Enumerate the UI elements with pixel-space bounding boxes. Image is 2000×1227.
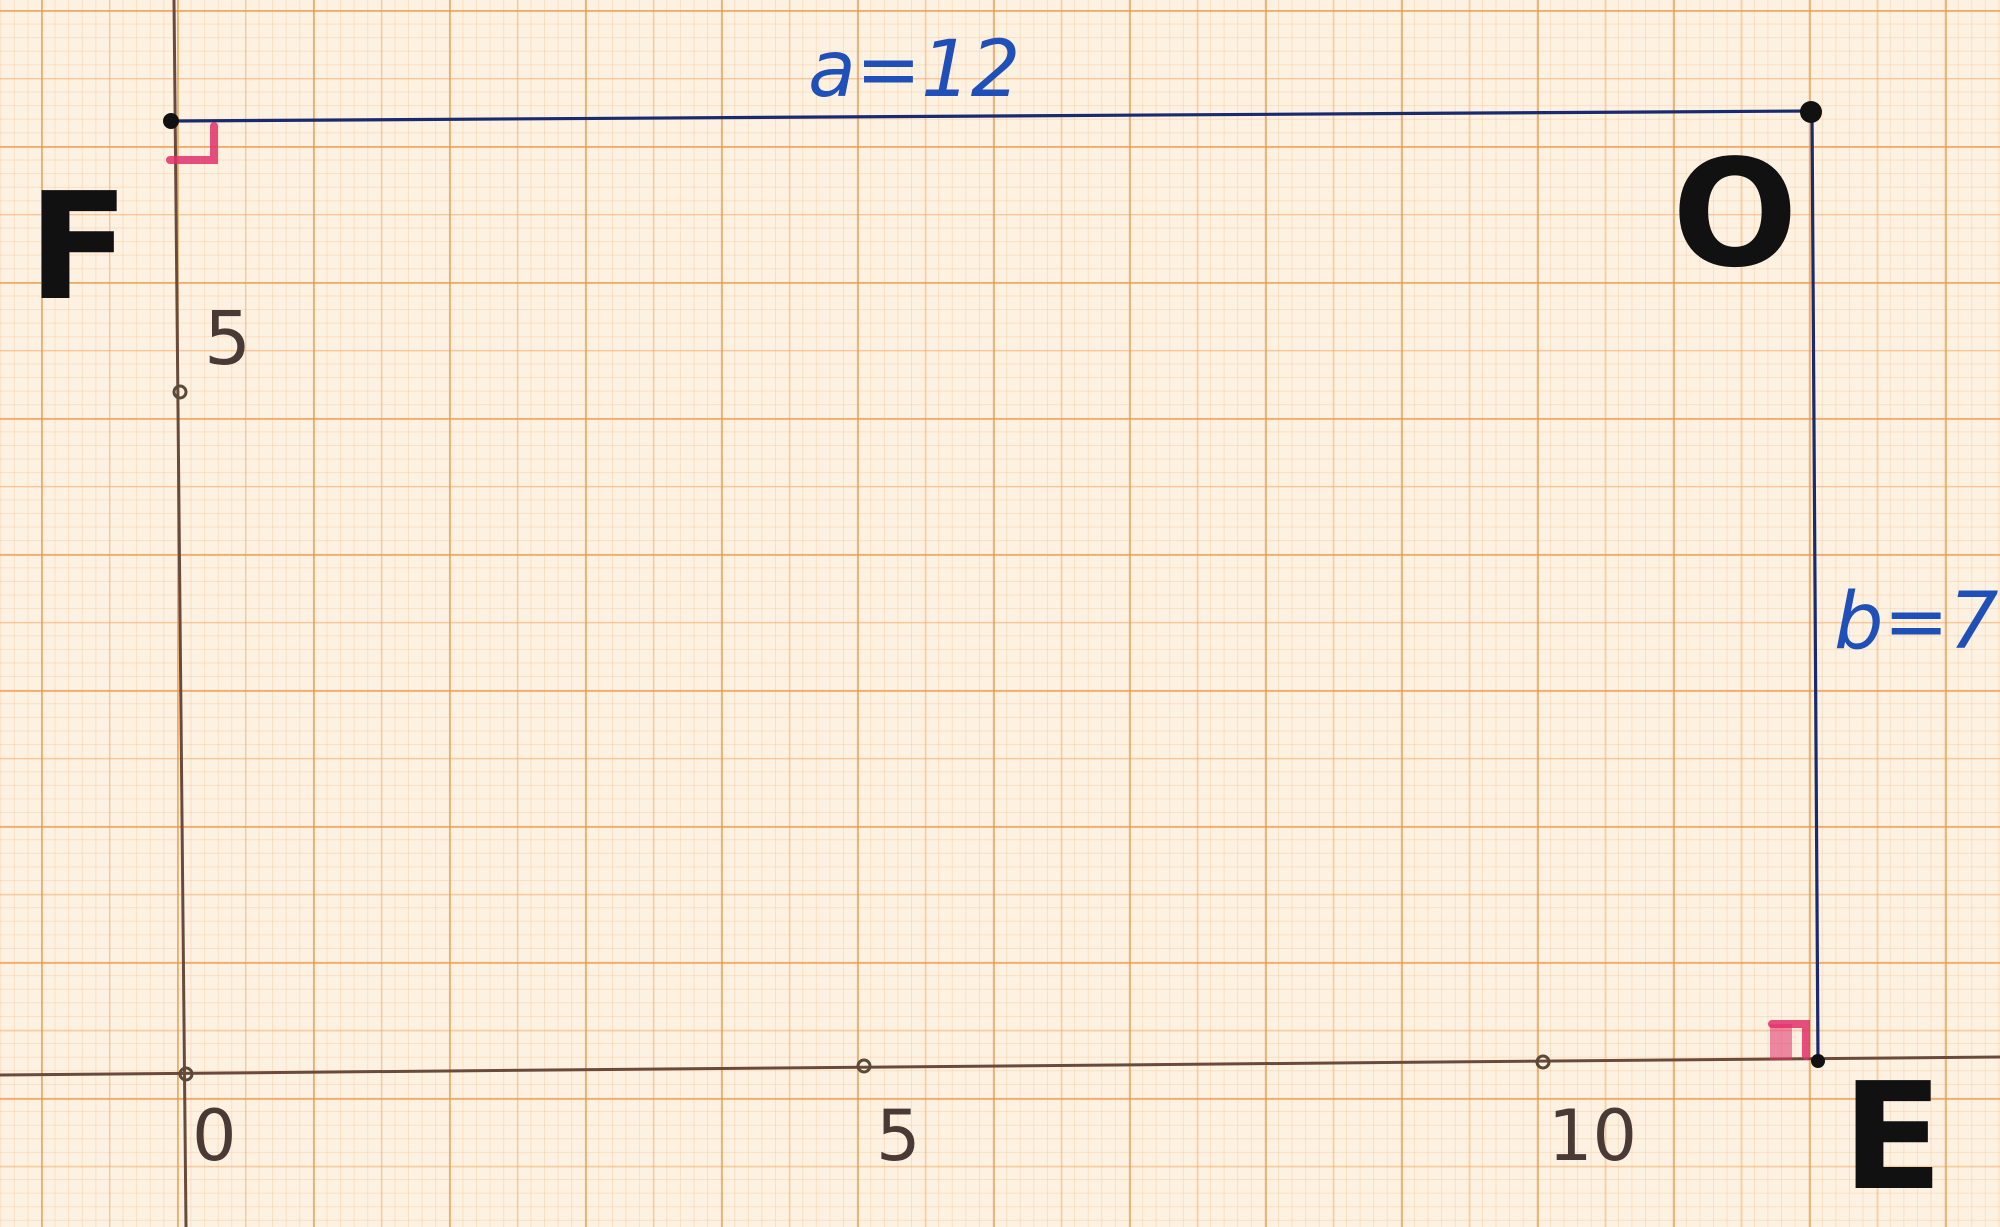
- right-angle-fill-e: [1770, 1024, 1792, 1060]
- side-label-a: a=12: [808, 25, 1020, 115]
- rectangle-top-side: [171, 109, 1813, 123]
- vertex-e: [1811, 1054, 1825, 1068]
- vertex-f: [163, 113, 179, 129]
- x-axis: [0, 1055, 2000, 1077]
- x-tick-label-5: 5: [876, 1095, 921, 1177]
- right-angle-mark-f: [166, 122, 218, 164]
- vertex-o: [1800, 101, 1822, 123]
- x-tick-dot-0: [178, 1066, 194, 1082]
- y-tick-label-5: 5: [204, 296, 251, 382]
- x-tick-dot-5: [856, 1058, 872, 1074]
- side-label-b: b=7: [1834, 577, 1999, 667]
- x-tick-label-10: 10: [1548, 1095, 1637, 1177]
- corner-label-e: E: [1842, 1051, 1943, 1223]
- x-tick-dot-10: [1535, 1054, 1551, 1070]
- rectangle-right-side: [1810, 110, 1820, 1062]
- corner-label-f: F: [28, 161, 129, 333]
- y-tick-dot-5: [172, 384, 188, 400]
- x-tick-label-0: 0: [192, 1095, 237, 1177]
- y-axis: [172, 0, 188, 1227]
- corner-label-o: O: [1672, 128, 1798, 300]
